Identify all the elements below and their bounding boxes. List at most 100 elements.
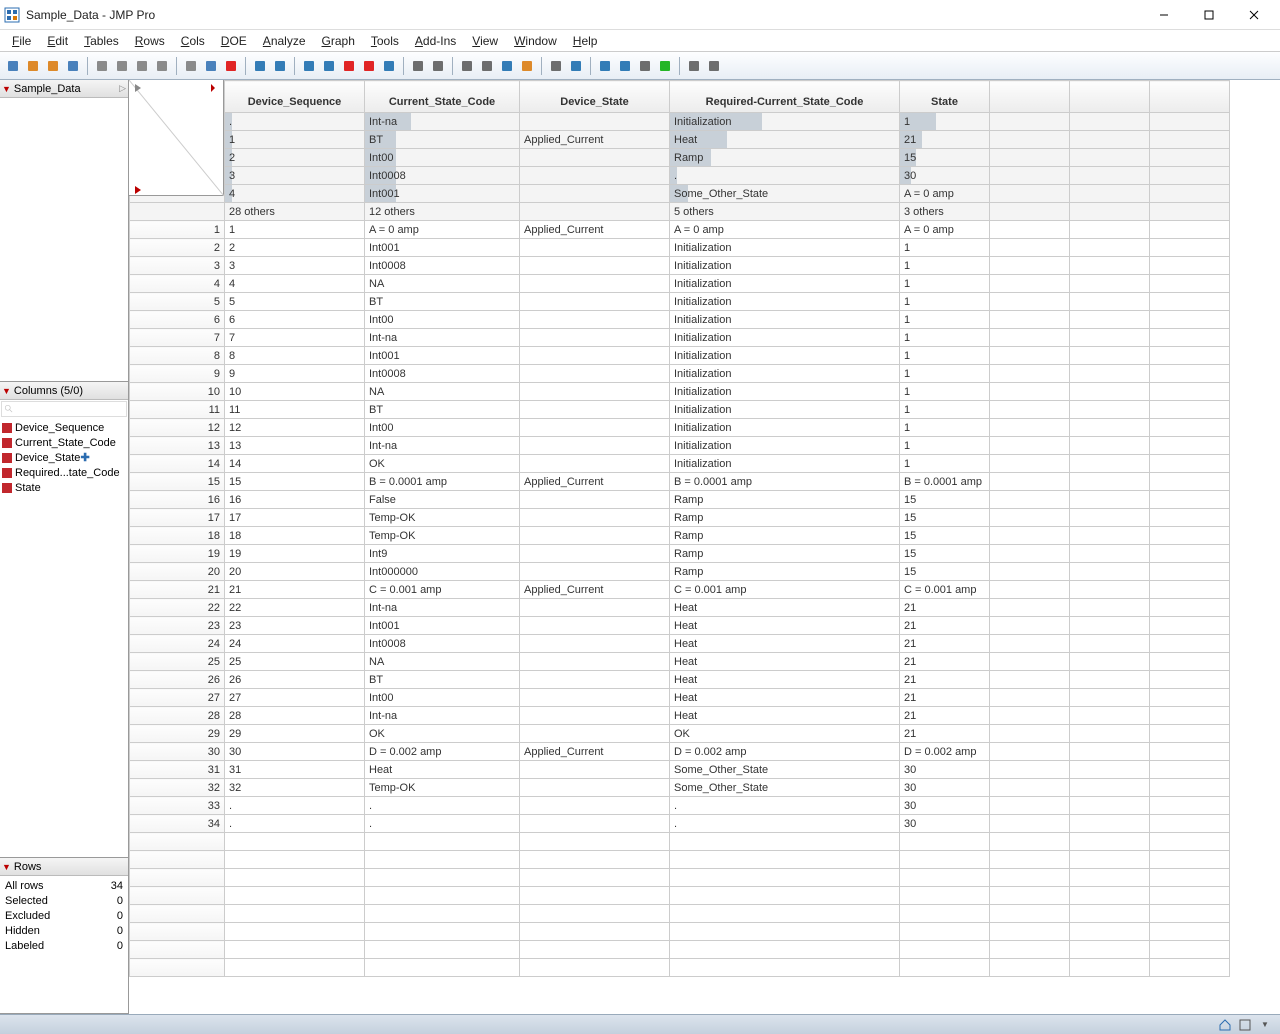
column-header[interactable] — [990, 81, 1070, 113]
table-row[interactable]: 22Int001Initialization1 — [130, 239, 1230, 257]
table-row[interactable]: 2626BTHeat21 — [130, 671, 1230, 689]
table-row[interactable]: 2828Int-naHeat21 — [130, 707, 1230, 725]
row-number[interactable]: 3 — [130, 257, 225, 275]
column-header[interactable] — [1150, 81, 1230, 113]
cell[interactable]: 30 — [225, 743, 365, 761]
column-item[interactable]: Current_State_Code — [2, 435, 126, 450]
table-row[interactable]: 1414OKInitialization1 — [130, 455, 1230, 473]
cell[interactable]: 1 — [900, 239, 990, 257]
cell[interactable]: 1 — [900, 437, 990, 455]
cell[interactable] — [520, 563, 670, 581]
cell[interactable]: 1 — [900, 365, 990, 383]
column-search[interactable] — [1, 401, 127, 417]
cell[interactable]: . — [225, 797, 365, 815]
toolbar-btn-7[interactable] — [153, 57, 171, 75]
table-row[interactable]: 3030D = 0.002 ampApplied_CurrentD = 0.00… — [130, 743, 1230, 761]
row-number[interactable]: 33 — [130, 797, 225, 815]
toolbar-btn-22[interactable] — [498, 57, 516, 75]
table-row[interactable]: 1919Int9Ramp15 — [130, 545, 1230, 563]
cell[interactable] — [520, 725, 670, 743]
table-row[interactable]: 11A = 0 ampApplied_CurrentA = 0 ampA = 0… — [130, 221, 1230, 239]
menu-analyze[interactable]: Analyze — [255, 32, 314, 50]
cell[interactable]: Heat — [670, 653, 900, 671]
maximize-button[interactable] — [1186, 1, 1231, 29]
row-number[interactable]: 29 — [130, 725, 225, 743]
cell[interactable]: False — [365, 491, 520, 509]
row-number[interactable]: 14 — [130, 455, 225, 473]
cell[interactable]: D = 0.002 amp — [900, 743, 990, 761]
cell[interactable] — [520, 779, 670, 797]
cell[interactable] — [520, 383, 670, 401]
cell[interactable]: Temp-OK — [365, 527, 520, 545]
toolbar-btn-15[interactable] — [340, 57, 358, 75]
cell[interactable] — [520, 797, 670, 815]
column-item[interactable]: Device_Sequence — [2, 420, 126, 435]
table-row[interactable] — [130, 869, 1230, 887]
row-number[interactable]: 10 — [130, 383, 225, 401]
cell[interactable]: 31 — [225, 761, 365, 779]
cell[interactable]: Initialization — [670, 329, 900, 347]
cell[interactable]: 21 — [900, 653, 990, 671]
filter-row[interactable]: 3Int0008.30 — [130, 167, 1230, 185]
cell[interactable]: 15 — [900, 491, 990, 509]
close-button[interactable] — [1231, 1, 1276, 29]
cell[interactable]: Heat — [670, 671, 900, 689]
table-row[interactable]: 1717Temp-OKRamp15 — [130, 509, 1230, 527]
cell[interactable] — [520, 815, 670, 833]
cell[interactable]: Initialization — [670, 455, 900, 473]
cell[interactable]: Heat — [670, 707, 900, 725]
row-number[interactable]: 5 — [130, 293, 225, 311]
cell[interactable]: 23 — [225, 617, 365, 635]
toolbar-btn-21[interactable] — [478, 57, 496, 75]
cell[interactable]: 21 — [900, 689, 990, 707]
cell[interactable]: 27 — [225, 689, 365, 707]
cell[interactable]: 18 — [225, 527, 365, 545]
table-row[interactable] — [130, 923, 1230, 941]
cell[interactable]: Int001 — [365, 239, 520, 257]
toolbar-btn-19[interactable] — [429, 57, 447, 75]
row-number[interactable]: 22 — [130, 599, 225, 617]
cell[interactable]: Int000000 — [365, 563, 520, 581]
toolbar-btn-10[interactable] — [222, 57, 240, 75]
status-dropdown-icon[interactable]: ▼ — [1258, 1018, 1272, 1032]
cell[interactable]: Int00 — [365, 689, 520, 707]
menu-window[interactable]: Window — [506, 32, 565, 50]
cell[interactable]: 21 — [900, 725, 990, 743]
toolbar-btn-18[interactable] — [409, 57, 427, 75]
cell[interactable]: 10 — [225, 383, 365, 401]
table-row[interactable]: 2222Int-naHeat21 — [130, 599, 1230, 617]
row-number[interactable]: 11 — [130, 401, 225, 419]
cell[interactable]: NA — [365, 653, 520, 671]
cell[interactable] — [520, 293, 670, 311]
row-number[interactable]: 18 — [130, 527, 225, 545]
menu-add-ins[interactable]: Add-Ins — [407, 32, 464, 50]
cell[interactable]: Initialization — [670, 347, 900, 365]
cell[interactable]: Int-na — [365, 599, 520, 617]
cell[interactable]: Heat — [670, 599, 900, 617]
table-row[interactable]: 2323Int001Heat21 — [130, 617, 1230, 635]
cell[interactable]: 13 — [225, 437, 365, 455]
cell[interactable]: 28 — [225, 707, 365, 725]
row-number[interactable]: 31 — [130, 761, 225, 779]
table-row[interactable] — [130, 941, 1230, 959]
column-item[interactable]: State — [2, 480, 126, 495]
cell[interactable] — [520, 329, 670, 347]
cell[interactable]: Int00 — [365, 311, 520, 329]
cell[interactable]: Some_Other_State — [670, 761, 900, 779]
table-row[interactable]: 88Int001Initialization1 — [130, 347, 1230, 365]
cell[interactable]: 21 — [900, 707, 990, 725]
table-row[interactable] — [130, 833, 1230, 851]
cell[interactable]: . — [365, 815, 520, 833]
column-header[interactable]: Device_State — [520, 81, 670, 113]
cell[interactable]: 32 — [225, 779, 365, 797]
table-row[interactable]: 55BTInitialization1 — [130, 293, 1230, 311]
cell[interactable]: Initialization — [670, 383, 900, 401]
cell[interactable] — [520, 491, 670, 509]
columns-panel-header[interactable]: ▼ Columns (5/0) — [0, 382, 128, 400]
table-row[interactable] — [130, 959, 1230, 977]
cell[interactable] — [520, 599, 670, 617]
rows-panel-header[interactable]: ▼ Rows — [0, 858, 128, 876]
table-row[interactable] — [130, 905, 1230, 923]
cell[interactable] — [520, 419, 670, 437]
row-number[interactable]: 30 — [130, 743, 225, 761]
